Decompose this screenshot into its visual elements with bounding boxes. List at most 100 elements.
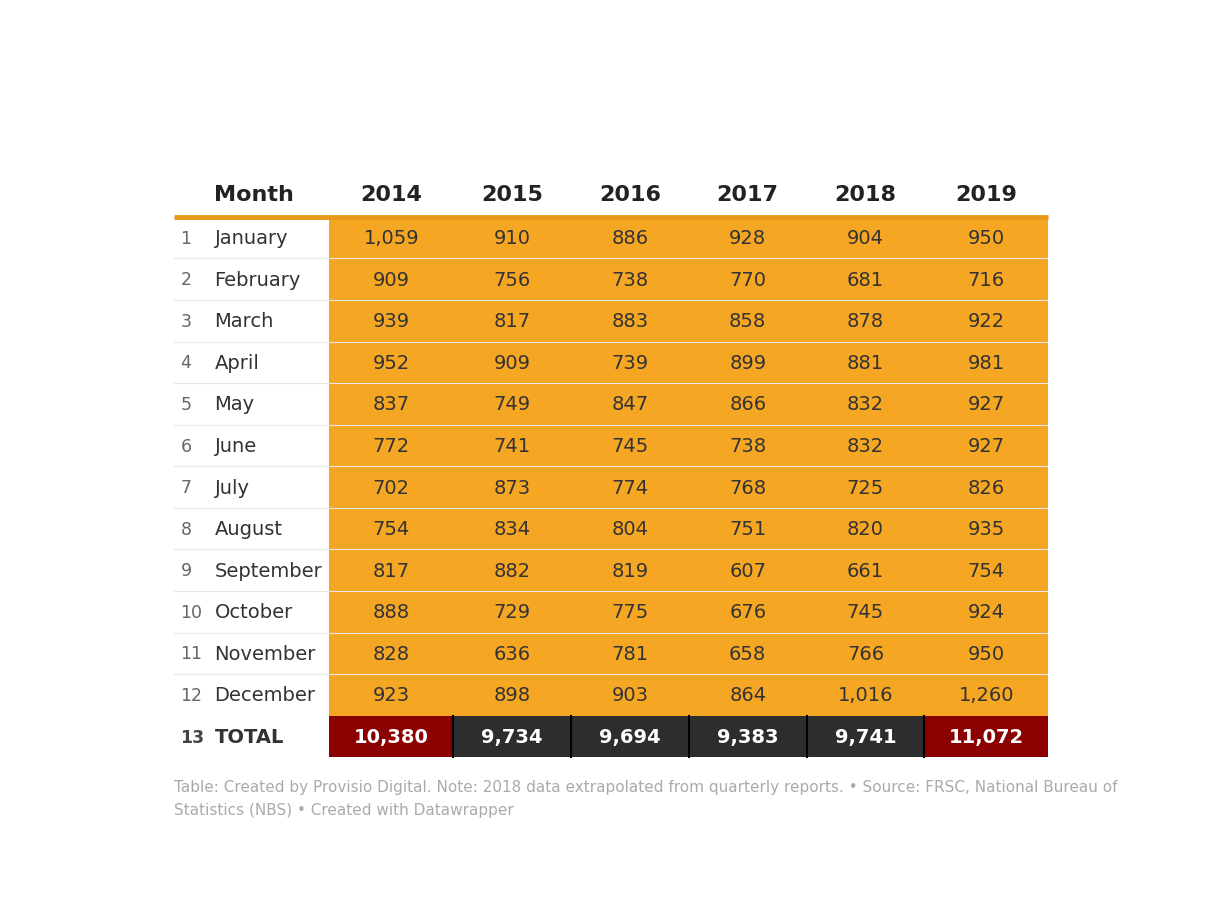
Text: 909: 909 [372,270,410,289]
Bar [689,716,806,758]
Text: 898: 898 [494,685,531,704]
Text: 775: 775 [611,602,649,621]
Text: 888: 888 [372,602,410,621]
Text: 1,059: 1,059 [364,228,418,247]
Text: 766: 766 [847,644,884,663]
Text: 745: 745 [847,602,884,621]
Text: 832: 832 [847,436,884,455]
Text: 909: 909 [494,353,531,372]
Text: 832: 832 [847,395,884,414]
Text: 716: 716 [967,270,1005,289]
Bar [329,716,453,758]
Text: 1,016: 1,016 [838,685,893,704]
Text: July: July [215,478,250,497]
Text: October: October [215,602,293,621]
Text: 927: 927 [967,436,1005,455]
Bar [329,218,1048,259]
Text: 952: 952 [372,353,410,372]
Text: 826: 826 [967,478,1005,497]
Text: 927: 927 [967,395,1005,414]
Text: 739: 739 [611,353,649,372]
Text: 928: 928 [730,228,766,247]
Bar [571,716,689,758]
Text: 738: 738 [730,436,766,455]
Text: 847: 847 [611,395,649,414]
Text: April: April [215,353,260,372]
Bar [329,508,1048,550]
Text: 981: 981 [967,353,1005,372]
Text: 7: 7 [181,479,192,497]
Bar [329,467,1048,508]
Text: 661: 661 [847,561,884,580]
Text: 935: 935 [967,519,1005,538]
Text: February: February [215,270,301,289]
Text: 10: 10 [181,603,203,621]
Bar [329,591,1048,633]
Text: 903: 903 [611,685,648,704]
Text: 904: 904 [847,228,884,247]
Bar [329,425,1048,467]
Text: May: May [215,395,255,414]
Text: 834: 834 [494,519,531,538]
Text: 837: 837 [372,395,410,414]
Text: 8: 8 [181,520,192,538]
Text: 607: 607 [730,561,766,580]
Text: 804: 804 [611,519,648,538]
Text: 2015: 2015 [481,185,543,205]
Text: 817: 817 [494,312,531,330]
Text: 9,741: 9,741 [834,727,897,746]
Text: 729: 729 [494,602,531,621]
Bar [329,550,1048,591]
Text: December: December [215,685,316,704]
Bar [329,342,1048,384]
Text: 781: 781 [611,644,649,663]
Bar [329,633,1048,675]
Text: Table: Created by Provisio Digital. Note: 2018 data extrapolated from quarterly : Table: Created by Provisio Digital. Note… [174,779,1118,817]
Text: 725: 725 [847,478,884,497]
Text: 756: 756 [493,270,531,289]
Text: 9,694: 9,694 [599,727,661,746]
Text: 858: 858 [730,312,766,330]
Text: 9,383: 9,383 [717,727,778,746]
Text: 820: 820 [847,519,884,538]
Text: 749: 749 [494,395,531,414]
Text: 768: 768 [730,478,766,497]
Text: 11,072: 11,072 [949,727,1024,746]
Text: 883: 883 [611,312,649,330]
Text: 2014: 2014 [360,185,422,205]
Text: 676: 676 [730,602,766,621]
Text: 754: 754 [967,561,1005,580]
Text: 12: 12 [181,686,203,704]
Text: 866: 866 [730,395,766,414]
Text: 6: 6 [181,437,192,455]
Text: 738: 738 [611,270,649,289]
Text: January: January [215,228,288,247]
Text: 658: 658 [730,644,766,663]
Text: September: September [215,561,322,580]
Text: 2019: 2019 [955,185,1017,205]
Text: 751: 751 [730,519,766,538]
Text: 11: 11 [181,645,203,663]
Text: 3: 3 [181,312,192,330]
Text: 882: 882 [494,561,531,580]
Bar [806,716,925,758]
Text: 910: 910 [494,228,531,247]
Text: 1,260: 1,260 [959,685,1014,704]
Bar [925,716,1048,758]
Text: 5: 5 [181,396,192,414]
Text: 1: 1 [181,229,192,247]
Text: 774: 774 [611,478,649,497]
Text: 873: 873 [494,478,531,497]
Text: 2018: 2018 [834,185,897,205]
Text: 681: 681 [847,270,884,289]
Text: 9: 9 [181,562,192,580]
Text: 772: 772 [372,436,410,455]
Text: 636: 636 [494,644,531,663]
Text: 4: 4 [181,354,192,372]
Text: 950: 950 [967,644,1005,663]
Text: 886: 886 [611,228,649,247]
Text: 745: 745 [611,436,649,455]
Text: Month: Month [215,185,294,205]
Bar [329,259,1048,301]
Text: 923: 923 [372,685,410,704]
